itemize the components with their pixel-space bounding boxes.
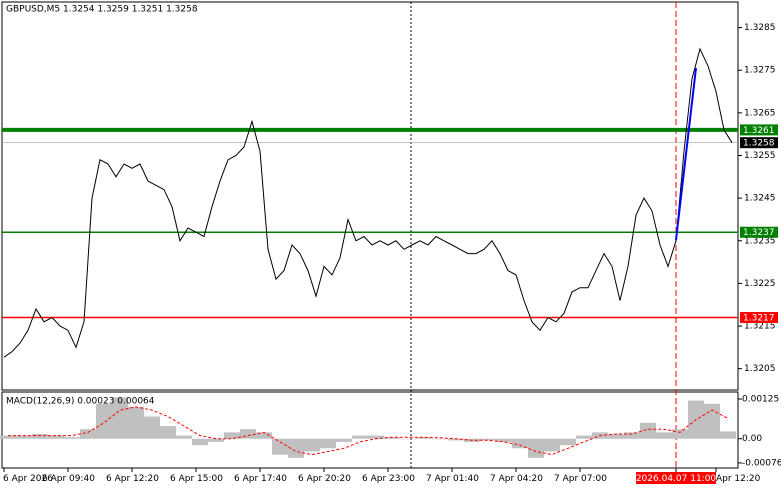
y-tick-label: 1.3255 bbox=[744, 151, 776, 161]
macd-bar bbox=[576, 435, 592, 439]
y-tick-label: 1.3225 bbox=[744, 279, 776, 289]
macd-bar bbox=[416, 437, 432, 439]
level-label-box bbox=[740, 226, 778, 238]
macd-bar bbox=[656, 432, 672, 439]
macd-bar bbox=[496, 438, 512, 442]
macd-bar bbox=[608, 433, 624, 439]
x-tick-label: 6 Apr 20:20 bbox=[298, 474, 351, 484]
macd-bar bbox=[176, 435, 192, 439]
macd-bar bbox=[128, 406, 144, 439]
macd-bar bbox=[480, 438, 496, 441]
y-tick-label: 1.3275 bbox=[744, 66, 776, 76]
macd-bar bbox=[160, 426, 176, 439]
macd-bar bbox=[80, 429, 96, 439]
macd-bar bbox=[704, 403, 720, 439]
x-tick-label: 7 Apr 04:20 bbox=[490, 474, 543, 484]
macd-bar bbox=[432, 438, 448, 440]
macd-bar bbox=[304, 438, 320, 452]
level-label: 1.3217 bbox=[743, 314, 775, 324]
y-tick-label: 0.00125 bbox=[742, 394, 779, 404]
x-tick-label: 6 Apr 23:00 bbox=[362, 474, 415, 484]
macd-bar bbox=[544, 438, 560, 452]
signal-line bbox=[8, 406, 729, 456]
macd-bar bbox=[560, 438, 576, 446]
macd-bar bbox=[320, 438, 336, 449]
x-tick-label: 7 Apr 01:40 bbox=[426, 474, 479, 484]
macd-bar bbox=[640, 422, 656, 439]
macd-bar bbox=[528, 438, 544, 458]
y-tick-label: 0.00 bbox=[742, 434, 762, 444]
x-tick-label: 6 Apr 2026 bbox=[3, 474, 53, 484]
level-label: 1.3261 bbox=[743, 126, 775, 136]
macd-bar bbox=[112, 397, 128, 439]
labels: 1.3205 1.3215 1.3225 1.3235 1.3245 1.3255 1.32… bbox=[3, 23, 781, 484]
x-tick-label: Apr 12:20 bbox=[716, 474, 761, 484]
level-label-box bbox=[740, 312, 778, 324]
x-tick-label: 6 Apr 17:40 bbox=[234, 474, 287, 484]
marks bbox=[0, 47, 738, 458]
price-line bbox=[3, 47, 733, 358]
macd-bar bbox=[336, 438, 352, 442]
x-tick-label: 2026.04.07 11:00 bbox=[636, 474, 717, 484]
y-tick-label: 1.3245 bbox=[744, 194, 776, 204]
macd-bar bbox=[240, 429, 256, 439]
macd-bar bbox=[672, 429, 688, 439]
y-tick-label: 1.3215 bbox=[744, 322, 776, 332]
level-label-box bbox=[740, 124, 778, 136]
macd-panel bbox=[1, 391, 739, 469]
x-tick-label: 6 Apr 12:20 bbox=[106, 474, 159, 484]
level-label: 1.3258 bbox=[743, 139, 775, 149]
trend-line bbox=[675, 67, 697, 241]
level-label-box bbox=[740, 137, 778, 149]
y-tick-label: 1.3205 bbox=[744, 364, 776, 374]
x-tick-label: 7 Apr 07:00 bbox=[554, 474, 607, 484]
y-tick-label: 1.3285 bbox=[744, 23, 776, 33]
level-label: 1.3237 bbox=[743, 228, 775, 238]
macd-bar bbox=[368, 435, 384, 439]
macd-bar bbox=[400, 438, 416, 440]
macd-bar bbox=[256, 432, 272, 439]
y-tick-label: 1.3235 bbox=[744, 236, 776, 246]
macd-bar bbox=[144, 416, 160, 439]
macd-bar bbox=[288, 438, 304, 458]
y-tick-label: -0.00076 bbox=[742, 458, 781, 468]
chart-title: GBPUSD,M5 1.3254 1.3259 1.3251 1.3258 bbox=[6, 5, 198, 15]
macd-title: MACD(12,26,9) 0.00023 0.00064 bbox=[6, 397, 155, 407]
macd-bar bbox=[192, 438, 208, 446]
y-tick-label: 1.3265 bbox=[744, 108, 776, 118]
macd-bar bbox=[32, 433, 48, 439]
macd-bar bbox=[64, 437, 80, 439]
macd-bar bbox=[512, 438, 528, 449]
macd-bar bbox=[624, 432, 640, 439]
x-tick-label: 6 Apr 09:40 bbox=[42, 474, 95, 484]
x-tick-label: 6 Apr 15:00 bbox=[170, 474, 223, 484]
macd-bar bbox=[48, 435, 64, 439]
macd-bar bbox=[272, 438, 288, 455]
macd-bar bbox=[16, 435, 32, 439]
x-cursor-box bbox=[636, 472, 716, 484]
macd-bar bbox=[224, 432, 240, 439]
macd-bar bbox=[720, 431, 736, 439]
macd-bar bbox=[352, 435, 368, 439]
macd-bar bbox=[384, 437, 400, 439]
price-panel bbox=[1, 1, 739, 391]
macd-bar bbox=[208, 438, 224, 442]
macd-bar bbox=[96, 403, 112, 439]
macd-bar bbox=[0, 435, 16, 439]
macd-bar bbox=[448, 438, 464, 441]
